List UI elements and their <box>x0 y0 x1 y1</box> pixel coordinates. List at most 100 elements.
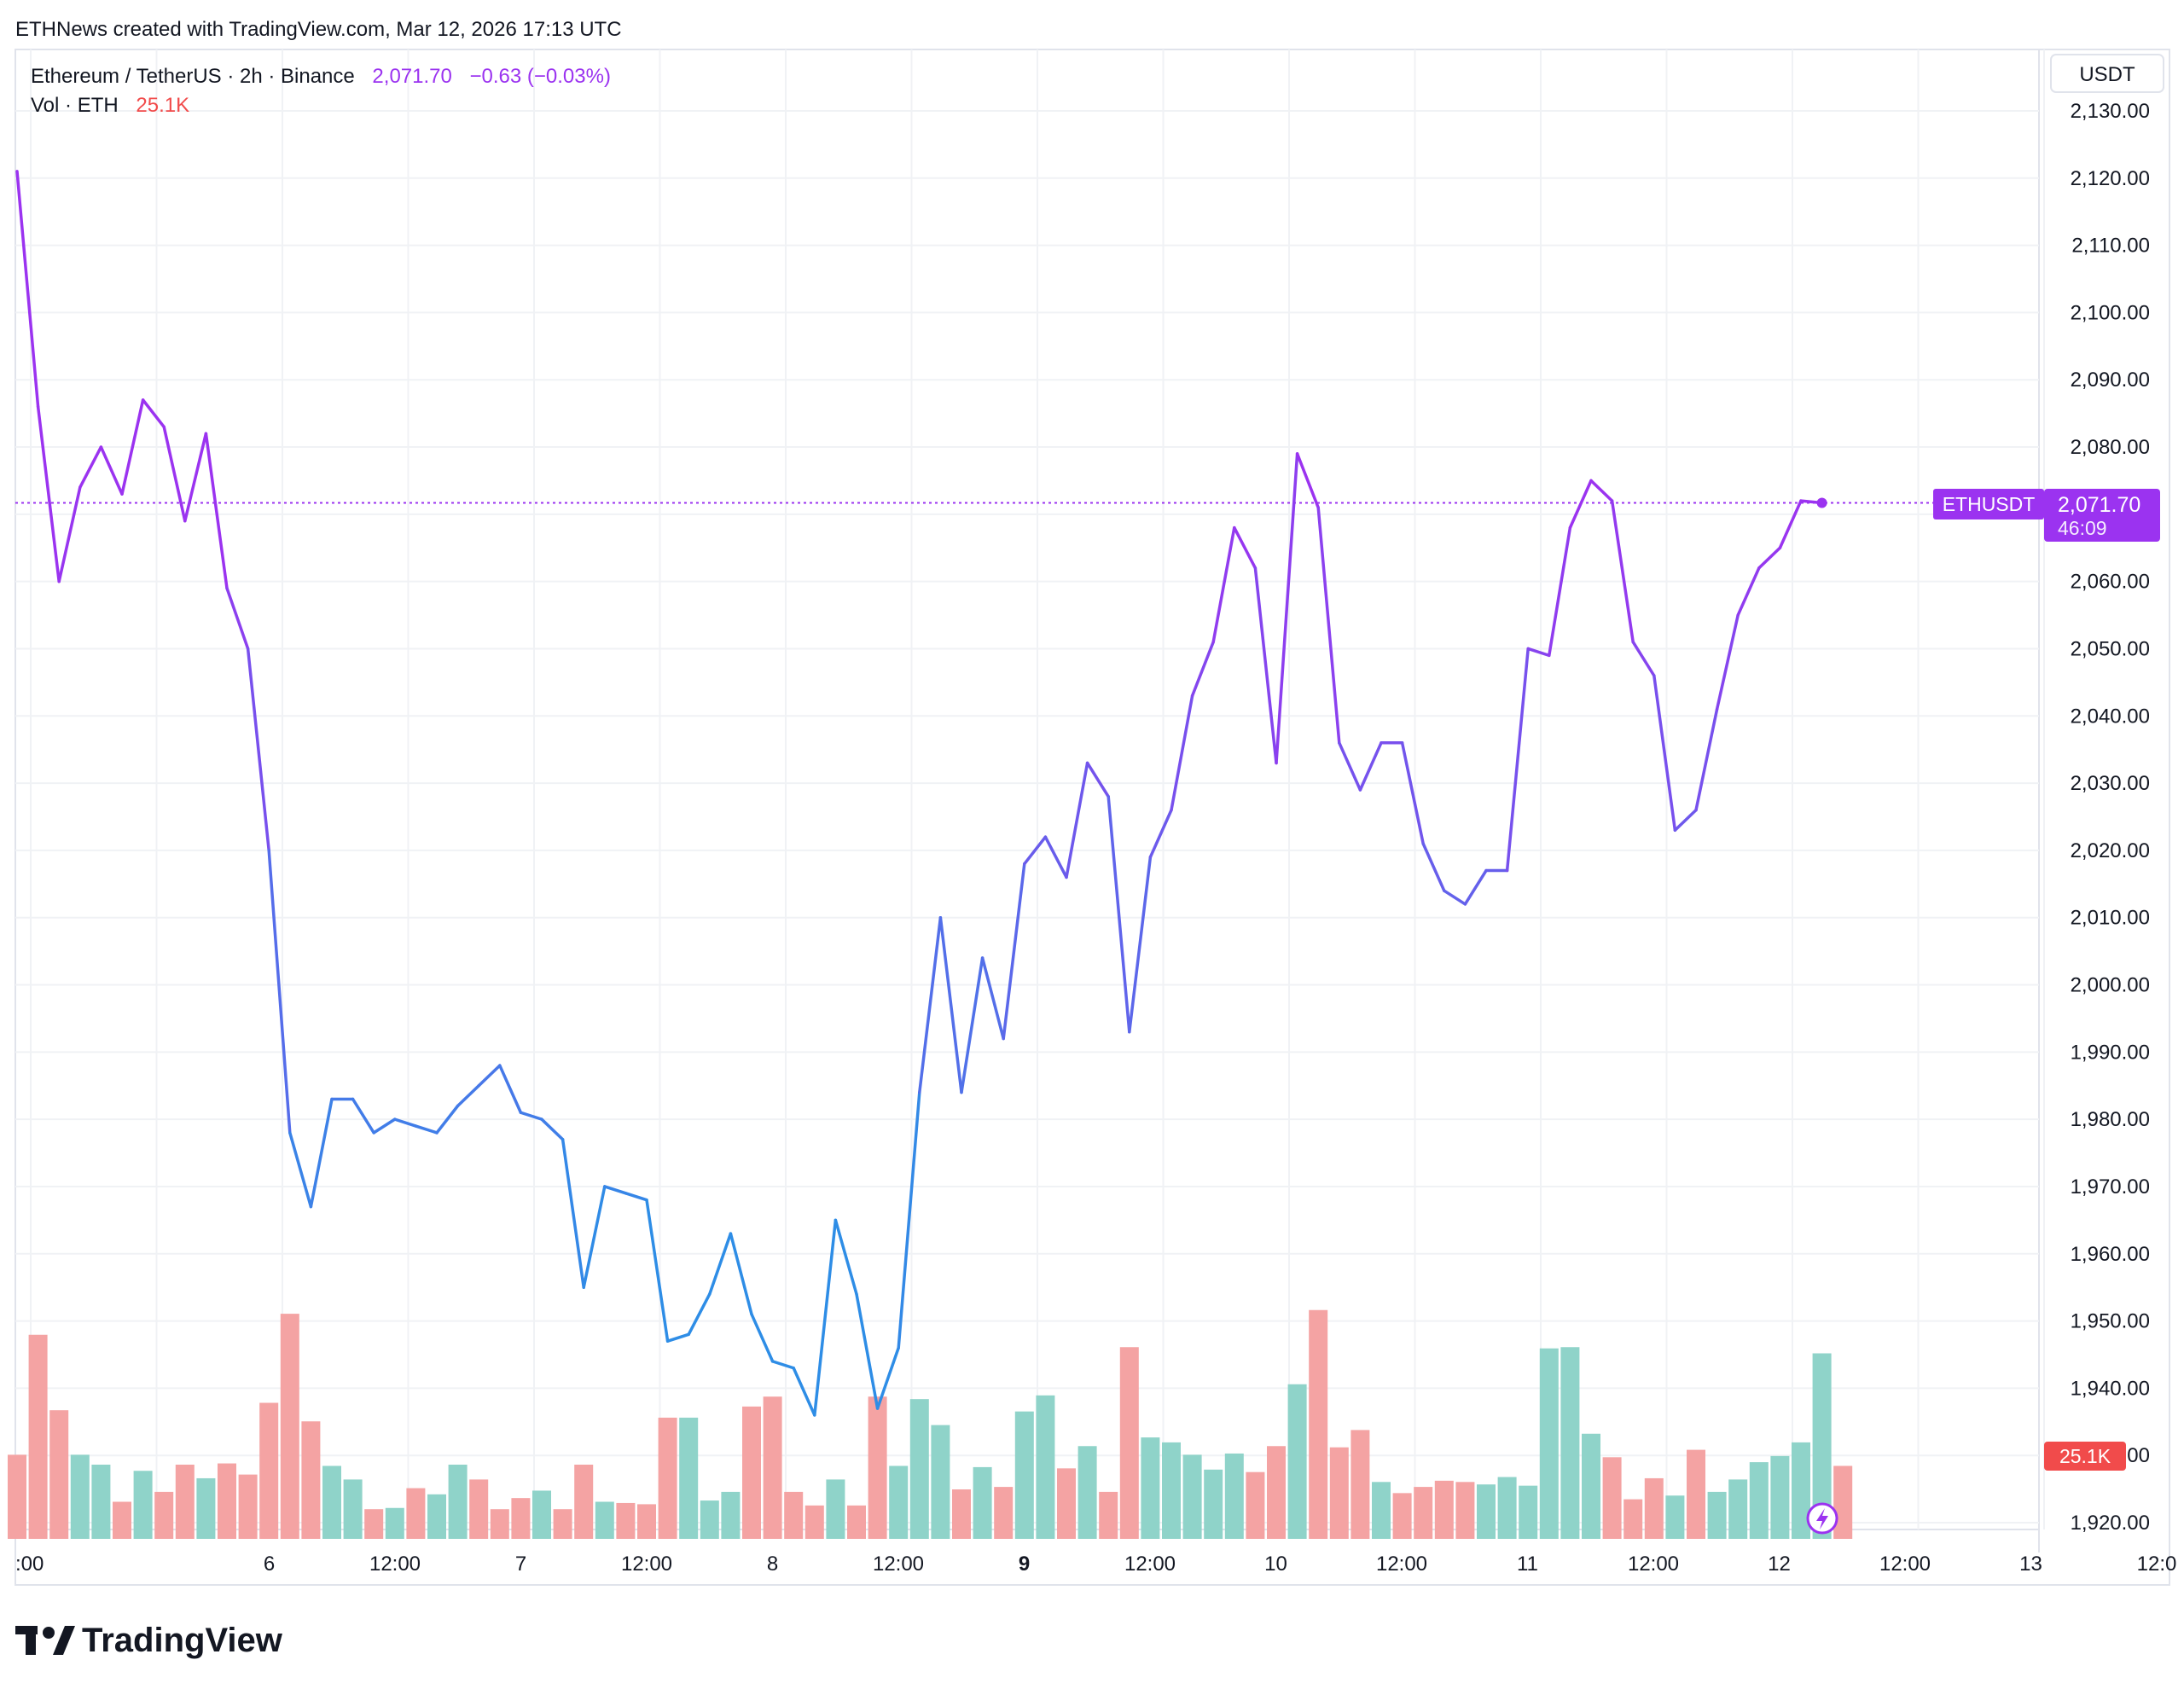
volume-bar <box>8 1454 26 1539</box>
price-line-segment <box>267 849 292 1135</box>
price-line-segment <box>435 1104 460 1135</box>
volume-bar <box>133 1471 153 1539</box>
price-badge <box>2044 489 2160 542</box>
volume-bar <box>113 1501 131 1539</box>
volume-bar <box>616 1502 636 1539</box>
volume-bar <box>1812 1353 1832 1539</box>
volume-bar <box>448 1465 468 1539</box>
volume-bar <box>532 1490 551 1539</box>
volume-bar <box>259 1402 279 1539</box>
time-tick-label: 12:0 <box>2137 1553 2177 1576</box>
time-tick-label: 12:00 <box>873 1553 924 1576</box>
price-line-segment <box>246 647 270 852</box>
volume-bar <box>1246 1471 1265 1539</box>
price-line-segment <box>875 1346 900 1410</box>
volume-bar <box>909 1399 929 1539</box>
volume-bar <box>175 1465 195 1539</box>
volume-bar <box>1099 1491 1118 1539</box>
price-line-segment <box>624 1192 648 1202</box>
volume-bar <box>1036 1395 1055 1539</box>
volume-bar <box>1329 1447 1349 1539</box>
volume-bar <box>1792 1442 1810 1539</box>
price-line-segment <box>1275 452 1299 765</box>
price-line-segment <box>1694 707 1719 812</box>
legend-vol-label: Vol · ETH <box>31 94 119 117</box>
last-price-dot <box>1816 497 1827 508</box>
price-tick-label: 1,970.00 <box>2071 1175 2150 1199</box>
volume-bar <box>427 1494 446 1539</box>
legend-price: 2,071.70 <box>372 65 451 88</box>
price-line-segment <box>477 1064 502 1088</box>
volume-bar <box>1644 1477 1664 1539</box>
currency-button[interactable] <box>2050 54 2164 93</box>
tradingview-logo-icon <box>15 1626 75 1655</box>
price-line-segment <box>36 405 61 583</box>
price-line-segment <box>665 1332 690 1343</box>
volume-bar <box>1057 1468 1076 1539</box>
price-line-segment <box>120 398 145 496</box>
volume-bar <box>1204 1469 1223 1539</box>
volume-bar <box>91 1465 111 1539</box>
volume-bar <box>1687 1449 1705 1539</box>
volume-bar <box>1833 1466 1853 1539</box>
time-tick-label: 10 <box>1264 1553 1287 1576</box>
volume-bar <box>49 1410 69 1539</box>
time-tick-label: 12:00 <box>1376 1553 1427 1576</box>
time-tick-label: 8 <box>767 1553 778 1576</box>
price-tick-label: 2,130.00 <box>2071 100 2150 123</box>
volume-bar <box>1162 1442 1181 1539</box>
time-tick-label: 11 <box>1517 1553 1538 1576</box>
price-line-segment <box>645 1198 670 1343</box>
volume-bar <box>658 1417 677 1539</box>
price-tick-label: 2,110.00 <box>2071 235 2150 258</box>
volume-bar <box>1287 1384 1307 1539</box>
price-tick-label: 1,950.00 <box>2071 1310 2150 1333</box>
price-line-segment <box>1190 640 1215 698</box>
volume-bar <box>385 1507 404 1539</box>
volume-bar <box>1141 1437 1160 1539</box>
volume-bars <box>8 1309 1853 1539</box>
price-line-segment <box>1548 525 1572 658</box>
price-line-segment <box>1043 835 1068 879</box>
price-line-segment <box>1211 525 1236 644</box>
time-tick-label: 12:00 <box>621 1553 672 1576</box>
volume-bar <box>154 1491 174 1539</box>
price-tick-label: 2,010.00 <box>2071 907 2150 930</box>
price-line-segment <box>1107 795 1131 1034</box>
volume-bar <box>1014 1411 1034 1539</box>
symbol-badge <box>1933 489 2044 519</box>
volume-bar <box>301 1421 321 1539</box>
price-line-segment <box>1148 808 1173 859</box>
price-line-segment <box>309 1097 334 1209</box>
price-line <box>15 170 1824 1417</box>
time-tick-label: 6 <box>264 1553 275 1576</box>
price-line-segment <box>1253 566 1278 765</box>
price-line-segment <box>1505 647 1530 873</box>
volume-bar <box>70 1454 90 1539</box>
volume-bar <box>218 1463 236 1539</box>
price-tick-label: 2,050.00 <box>2071 637 2150 660</box>
price-badge-text: 2,071.70 <box>2058 493 2140 517</box>
price-line-segment <box>162 425 187 523</box>
price-line-segment <box>729 1232 753 1316</box>
price-line-segment <box>1233 525 1258 570</box>
price-line-segment <box>225 586 250 651</box>
volume-bar <box>1665 1495 1685 1539</box>
time-tick-label: :00 <box>15 1553 44 1576</box>
price-line-segment <box>351 1097 375 1135</box>
volume-bar <box>322 1466 341 1539</box>
currency-label: USDT <box>2079 63 2135 86</box>
volume-bar <box>1707 1491 1727 1539</box>
price-line-segment <box>1316 506 1341 745</box>
volume-bar <box>1414 1487 1433 1539</box>
volume-bar <box>826 1479 845 1539</box>
volume-bar <box>994 1487 1014 1539</box>
volume-bar <box>847 1505 866 1539</box>
price-tick-label: 1,940.00 <box>2071 1377 2150 1400</box>
lightning-button[interactable] <box>1806 1502 1838 1535</box>
volume-bar <box>1372 1482 1391 1539</box>
price-tick-label: 1,920.00 <box>2071 1512 2150 1535</box>
time-tick-label: 12:00 <box>369 1553 421 1576</box>
volume-bar <box>280 1314 299 1539</box>
price-line-segment <box>1715 613 1740 711</box>
